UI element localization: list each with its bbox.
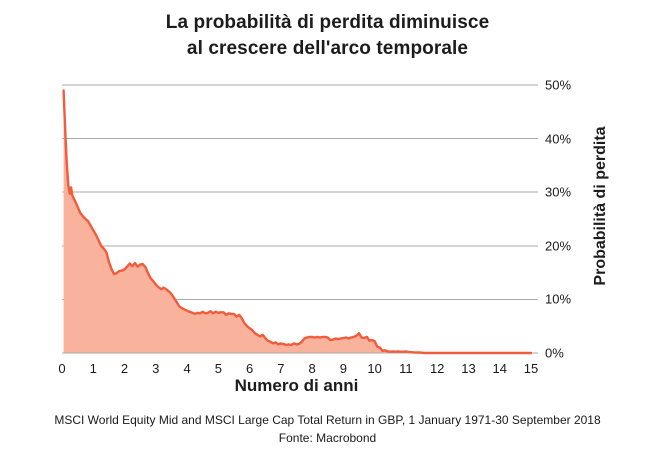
chart-title-line1: La probabilità di perdita diminuisce xyxy=(165,12,490,33)
y-tick-label: 50% xyxy=(545,77,572,93)
x-tick-label: 13 xyxy=(461,361,476,376)
x-tick-label: 7 xyxy=(277,361,285,376)
chart-footnote: MSCI World Equity Mid and MSCI Large Cap… xyxy=(0,411,655,447)
y-tick-label: 0% xyxy=(545,345,564,361)
chart-source-line: MSCI World Equity Mid and MSCI Large Cap… xyxy=(54,413,601,427)
y-tick-label: 30% xyxy=(545,184,572,200)
chart-title: La probabilità di perdita diminuisce al … xyxy=(0,10,655,62)
x-tick-label: 11 xyxy=(399,361,413,376)
loss-probability-line xyxy=(62,89,533,355)
y-tick-label: 10% xyxy=(545,291,572,307)
x-tick-label: 0 xyxy=(58,361,66,376)
x-tick-label: 5 xyxy=(214,361,222,376)
chart-source-attribution: Fonte: Macrobond xyxy=(278,431,377,445)
x-tick-label: 3 xyxy=(152,361,160,376)
y-tick-label: 40% xyxy=(545,131,572,147)
x-tick-label: 4 xyxy=(183,361,191,376)
loss-probability-area xyxy=(63,90,531,354)
chart-title-line2: al crescere dell'arco temporale xyxy=(186,38,469,59)
x-tick-label: 9 xyxy=(339,361,348,376)
x-tick-label: 12 xyxy=(429,361,445,376)
y-axis-title: Probabilità di perdita xyxy=(592,126,609,286)
x-tick-label: 8 xyxy=(308,361,316,376)
x-axis-title: Numero di anni xyxy=(234,376,359,395)
x-tick-label: 15 xyxy=(523,361,539,376)
x-tick-label: 14 xyxy=(492,361,507,376)
y-tick-label: 20% xyxy=(545,238,572,254)
x-tick-label: 2 xyxy=(120,361,129,376)
x-tick-label: 1 xyxy=(89,361,97,376)
x-tick-label: 6 xyxy=(245,361,254,376)
x-tick-label: 10 xyxy=(367,361,382,376)
